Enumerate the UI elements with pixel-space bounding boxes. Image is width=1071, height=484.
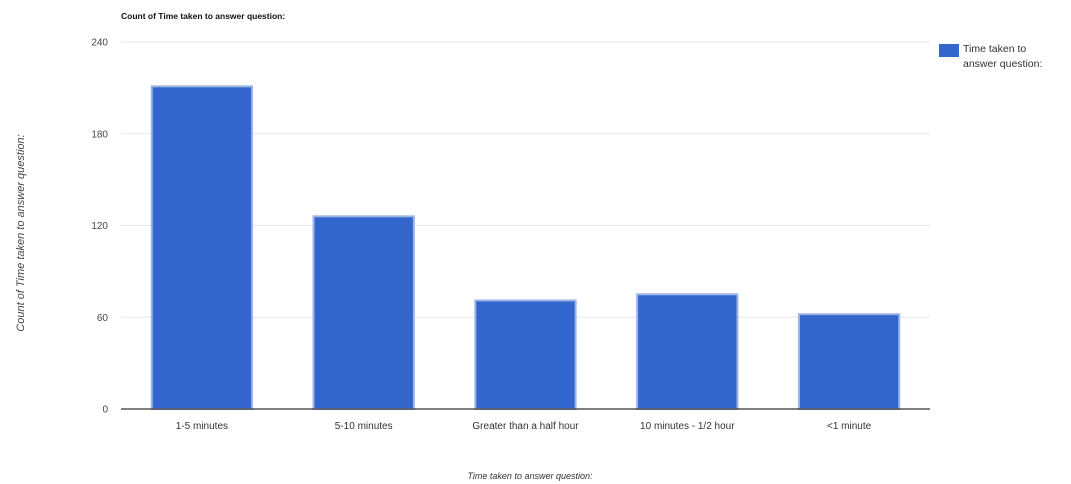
x-tick-label: Greater than a half hour <box>472 421 579 432</box>
y-tick-label: 240 <box>91 38 108 49</box>
y-tick-label: 120 <box>91 221 108 232</box>
bar <box>150 85 254 411</box>
y-tick-labels: 0 60 120 180 240 <box>91 38 108 416</box>
x-tick-label: <1 minute <box>827 421 872 432</box>
bars <box>150 85 901 411</box>
chart-title: Count of Time taken to answer question: <box>121 11 286 21</box>
bar <box>312 215 415 410</box>
x-tick-labels: 1-5 minutes 5-10 minutes Greater than a ha… <box>176 421 872 432</box>
y-tick-label: 180 <box>91 129 108 140</box>
bar <box>797 313 901 411</box>
legend-label: Time taken to answer question: <box>963 43 1043 70</box>
y-axis-title: Count of Time taken to answer question: <box>15 134 27 332</box>
x-tick-label: 5-10 minutes <box>335 421 393 432</box>
x-axis-title: Time taken to answer question: <box>467 471 593 481</box>
bar <box>636 293 739 410</box>
x-tick-label: 10 minutes - 1/2 hour <box>640 421 735 432</box>
x-tick-label: 1-5 minutes <box>176 421 228 432</box>
y-tick-label: 0 <box>102 405 108 416</box>
y-tick-label: 60 <box>97 313 109 324</box>
bar <box>474 299 577 410</box>
legend-swatch <box>939 44 959 57</box>
